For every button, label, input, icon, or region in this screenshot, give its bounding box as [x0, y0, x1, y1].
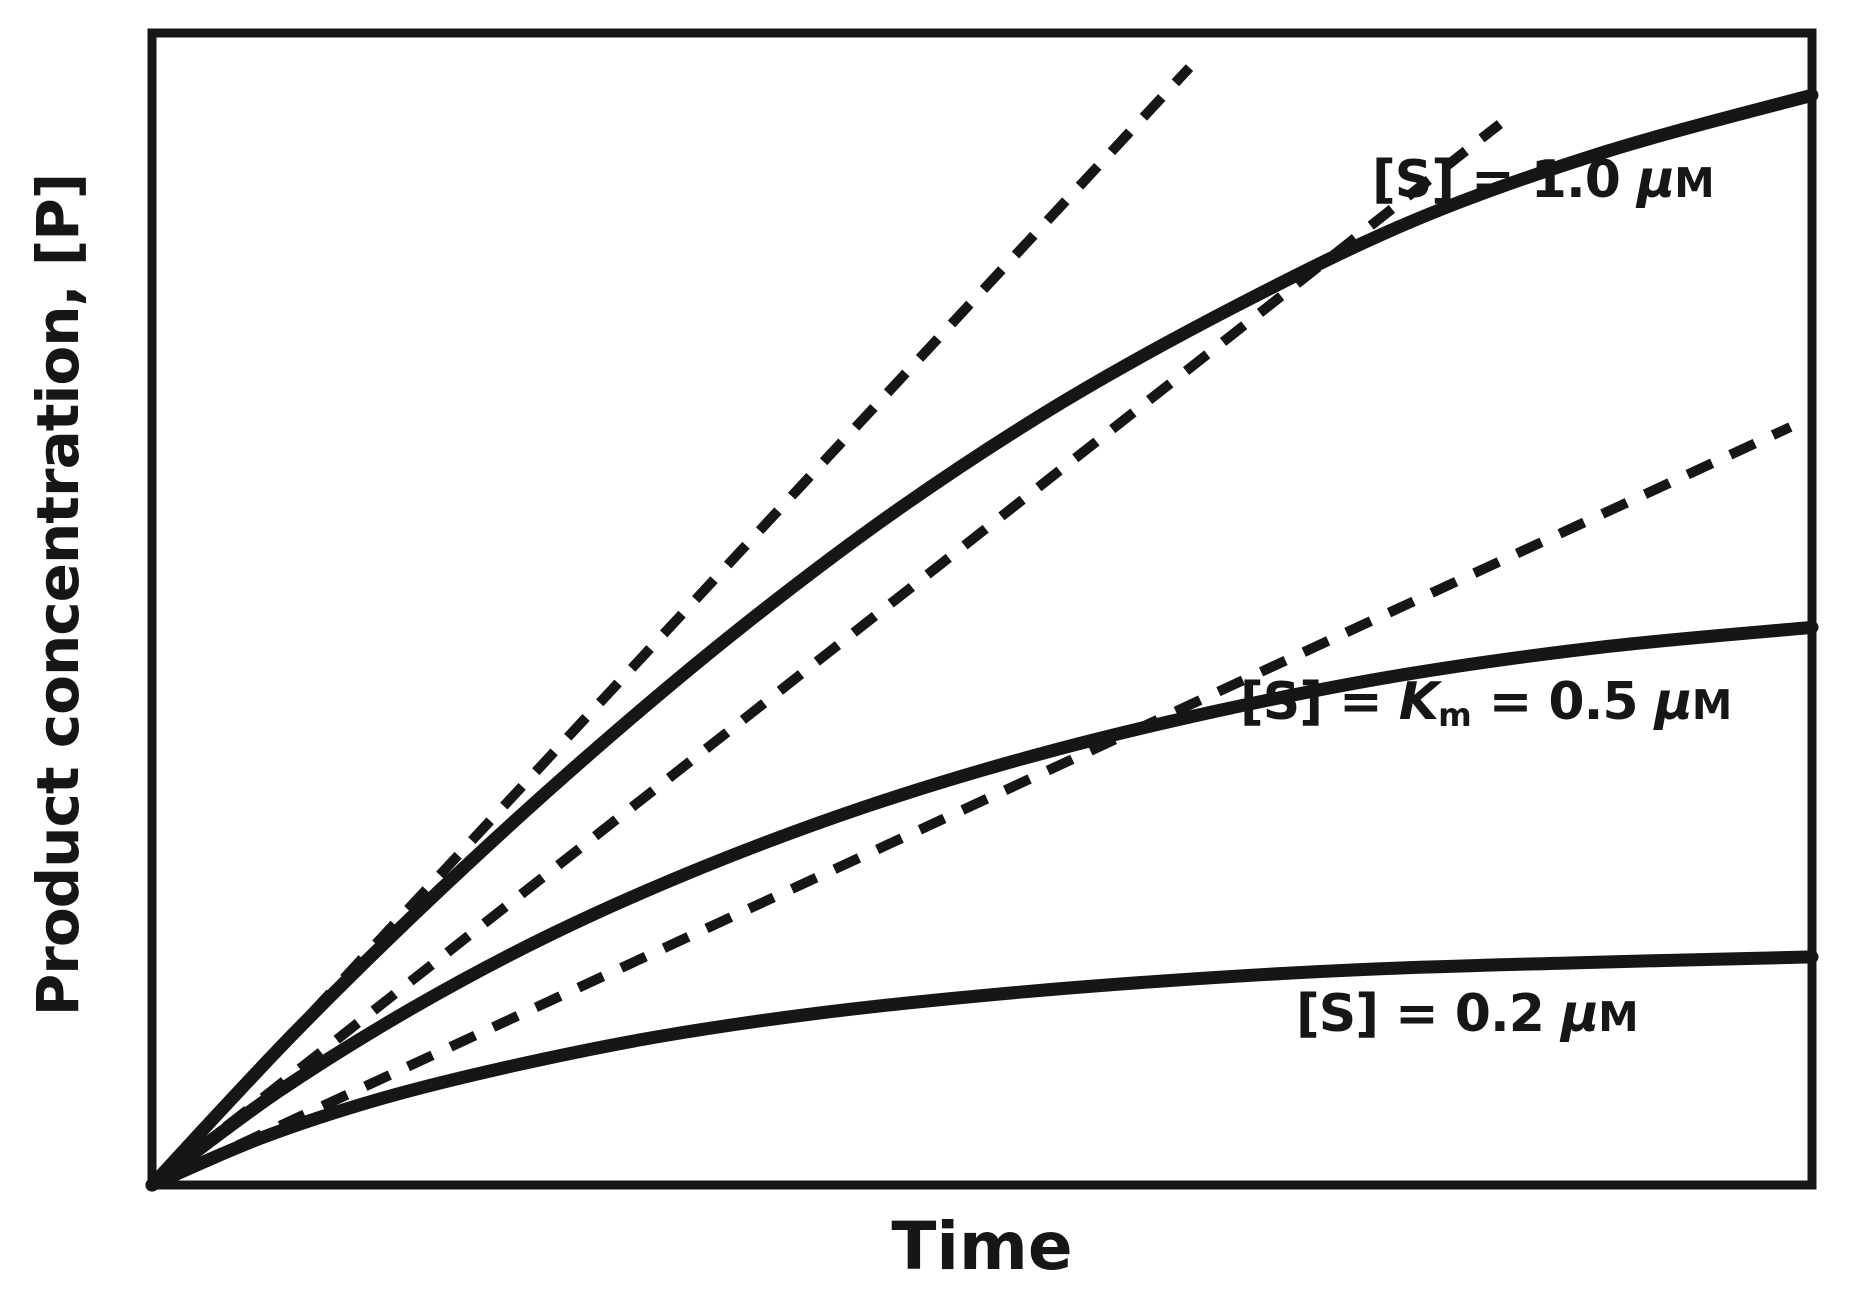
- y-axis-title: Product concentration, [P]: [24, 173, 92, 1017]
- molar-unit: M: [1598, 993, 1639, 1041]
- km-symbol: K: [1398, 672, 1439, 732]
- curve-label-text: [S] =: [1240, 672, 1399, 732]
- molar-unit: M: [1691, 681, 1733, 729]
- curve-label-s-0.5: [S] = Km = 0.5 μM: [1240, 672, 1733, 735]
- curve-label-s-1.0: [S] = 1.0 μM: [1372, 150, 1715, 210]
- curve-label-s-0.2: [S] = 0.2 μM: [1296, 984, 1639, 1044]
- x-axis-title: Time: [891, 1208, 1073, 1285]
- curve-label-text: [S] = 0.2: [1296, 984, 1561, 1044]
- molar-unit: M: [1674, 159, 1715, 207]
- tangent-s-0.2: [149, 422, 1793, 1190]
- curve-label-text: = 0.5: [1471, 672, 1655, 732]
- curve-s-0.5: [145, 620, 1819, 1192]
- plot-border: [147, 28, 1817, 1190]
- progress-curves: [145, 88, 1819, 1192]
- curve-s-0.2: [145, 950, 1819, 1192]
- mu-symbol: μ: [1636, 150, 1675, 210]
- mu-symbol: μ: [1560, 984, 1599, 1044]
- tangent-s-0.5: [148, 120, 1503, 1189]
- km-subscript: m: [1438, 696, 1472, 735]
- curve-label-text: [S] = 1.0: [1372, 150, 1637, 210]
- mu-symbol: μ: [1654, 672, 1693, 732]
- curve-s-1.0: [145, 88, 1819, 1192]
